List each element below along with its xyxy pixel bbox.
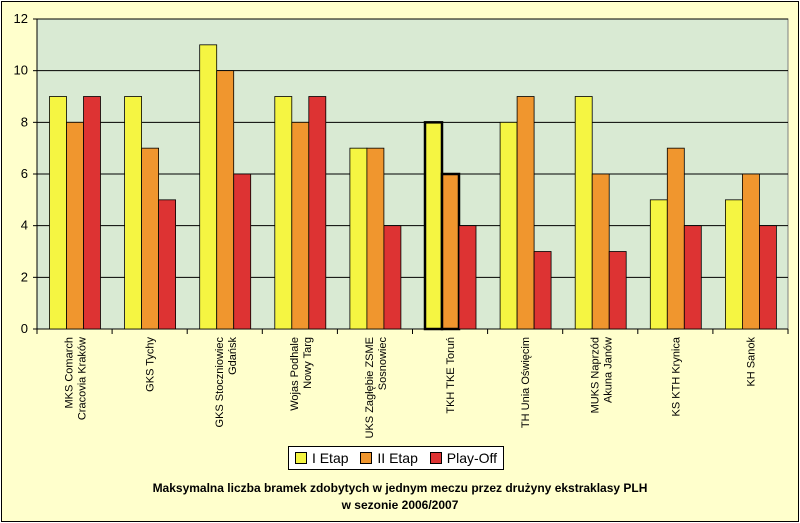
bar-ii-etap-9 bbox=[666, 147, 685, 330]
category-label: MUKS NaprzódAkuna Janów bbox=[589, 337, 614, 413]
category-label-line: KS KTH Krynica bbox=[670, 336, 682, 416]
category-label-line: Sosnowiec bbox=[377, 337, 389, 391]
bar-ii-etap-2 bbox=[141, 147, 160, 330]
category-label: MKS ComarchCracovia Kraków bbox=[64, 337, 89, 420]
y-tick-label: 0 bbox=[21, 321, 28, 336]
bar-ii-etap-4 bbox=[291, 121, 310, 330]
bar-ii-etap-6 bbox=[440, 172, 461, 331]
category-label-line: KH Sanok bbox=[745, 337, 757, 387]
bar-ii-etap-10 bbox=[742, 173, 760, 330]
bar-play-off-6 bbox=[458, 225, 477, 330]
category-label-line: GKS Tychy bbox=[145, 337, 157, 392]
bar-play-off-5 bbox=[383, 225, 402, 330]
legend-label-ii-etap: II Etap bbox=[377, 450, 418, 466]
category-label-line: Akuna Janów bbox=[602, 337, 614, 403]
category-label-line: MUKS Naprzód bbox=[589, 337, 601, 413]
bar-ii-etap-1 bbox=[66, 121, 84, 330]
category-label: Wojas PodhaleNowy Targ bbox=[289, 337, 314, 411]
bar-ii-etap-3 bbox=[216, 70, 235, 330]
chart-title: Maksymalna liczba bramek zdobytych w jed… bbox=[2, 480, 798, 514]
chart-title-line-1: Maksymalna liczba bramek zdobytych w jed… bbox=[152, 481, 648, 495]
legend-item-play-off: Play-Off bbox=[429, 450, 498, 466]
legend-label-play-off: Play-Off bbox=[446, 450, 498, 466]
bar-i-etap-3 bbox=[199, 44, 218, 330]
category-label: UKS Zagłębie ZSMESosnowiec bbox=[364, 337, 389, 439]
bar-ii-etap-7 bbox=[516, 96, 535, 330]
bar-i-etap-9 bbox=[649, 199, 668, 330]
y-tick-label: 8 bbox=[21, 114, 28, 129]
category-label: KH Sanok bbox=[745, 337, 757, 387]
category-label-line: UKS Zagłębie ZSME bbox=[364, 337, 376, 438]
bar-play-off-10 bbox=[759, 225, 777, 330]
category-label: TH Unia Oświęcim bbox=[520, 337, 532, 428]
category-label: KS KTH Krynica bbox=[670, 336, 682, 416]
category-label-line: Gdańsk bbox=[227, 337, 239, 375]
category-label-line: Wojas Podhale bbox=[289, 337, 301, 411]
chart-title-line-2: w sezonie 2006/2007 bbox=[341, 498, 459, 512]
category-label-line: TKH TKE Toruń bbox=[445, 337, 457, 414]
bar-i-etap-8 bbox=[574, 96, 593, 330]
category-label-line: Cracovia Kraków bbox=[77, 337, 89, 420]
bar-play-off-9 bbox=[683, 225, 702, 330]
bar-play-off-4 bbox=[308, 96, 327, 330]
bar-i-etap-6 bbox=[423, 121, 444, 331]
bar-play-off-2 bbox=[158, 199, 177, 330]
category-label-line: MKS Comarch bbox=[64, 337, 76, 409]
category-label-line: TH Unia Oświęcim bbox=[520, 337, 532, 428]
y-tick-label: 10 bbox=[14, 63, 28, 78]
bar-i-etap-4 bbox=[274, 96, 293, 330]
bar-play-off-8 bbox=[608, 251, 627, 330]
bar-chart: 0 2 4 6 8 10 12 MKS ComarchCracovia Kraków GKS T… bbox=[14, 11, 789, 439]
legend-swatch-ii-etap bbox=[360, 452, 373, 464]
category-label: GKS StoczniowiecGdańsk bbox=[214, 337, 239, 428]
legend-item-ii-etap: II Etap bbox=[360, 450, 418, 466]
category-label-line: GKS Stoczniowiec bbox=[214, 337, 226, 428]
legend: I Etap II Etap Play-Off bbox=[288, 446, 504, 470]
y-tick-label: 4 bbox=[21, 218, 28, 233]
legend-label-i-etap: I Etap bbox=[311, 450, 349, 466]
bar-i-etap-2 bbox=[124, 96, 142, 330]
bar-play-off-1 bbox=[83, 96, 101, 330]
y-tick-label: 6 bbox=[21, 166, 28, 181]
legend-swatch-play-off bbox=[429, 452, 442, 464]
category-label: TKH TKE Toruń bbox=[445, 337, 457, 414]
bar-i-etap-10 bbox=[725, 199, 743, 330]
legend-swatch-i-etap bbox=[294, 452, 307, 464]
legend-item-i-etap: I Etap bbox=[294, 450, 349, 466]
bar-i-etap-5 bbox=[349, 147, 368, 330]
bar-i-etap-7 bbox=[499, 121, 518, 330]
category-label-line: Nowy Targ bbox=[302, 337, 314, 389]
bar-i-etap-1 bbox=[49, 96, 67, 330]
y-tick-label: 2 bbox=[21, 269, 28, 284]
y-tick-label: 12 bbox=[14, 11, 28, 26]
bar-play-off-3 bbox=[233, 173, 252, 330]
bar-play-off-7 bbox=[533, 251, 552, 330]
bar-ii-etap-5 bbox=[366, 147, 385, 330]
category-label: GKS Tychy bbox=[145, 337, 157, 392]
bar-ii-etap-8 bbox=[591, 173, 610, 330]
